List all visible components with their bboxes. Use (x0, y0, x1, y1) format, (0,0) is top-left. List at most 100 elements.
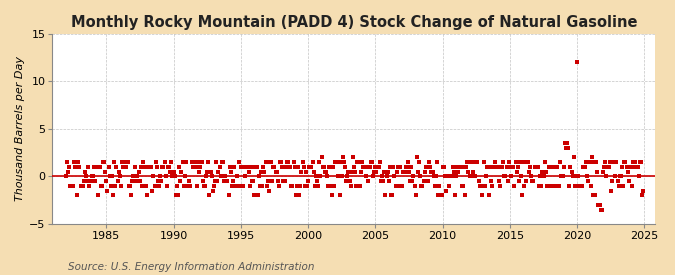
Point (157, 165, 168, 169)
Point (626, 184, 637, 188)
Point (547, 184, 558, 188)
Point (253, 174, 264, 178)
Point (593, 203, 604, 207)
Point (358, 165, 369, 169)
Point (130, 165, 141, 169)
Point (290, 165, 300, 169)
Point (382, 169, 393, 174)
Point (404, 169, 414, 174)
Point (324, 165, 335, 169)
Point (276, 160, 287, 164)
Point (560, 146, 571, 150)
Point (354, 184, 365, 188)
Point (458, 165, 469, 169)
Point (66, 184, 77, 188)
Point (492, 165, 503, 169)
Point (101, 179, 111, 183)
Point (612, 179, 623, 183)
Point (100, 169, 111, 174)
Point (217, 160, 228, 164)
Point (390, 184, 401, 188)
Point (71, 165, 82, 169)
Point (438, 165, 449, 169)
Point (427, 169, 438, 174)
Point (458, 184, 468, 188)
Point (341, 179, 352, 183)
Point (360, 165, 371, 169)
Point (485, 165, 495, 169)
Point (417, 184, 428, 188)
Point (501, 165, 512, 169)
Point (305, 165, 316, 169)
Point (495, 165, 506, 169)
Point (448, 169, 459, 174)
Point (299, 184, 310, 188)
Point (412, 169, 423, 174)
Point (317, 165, 328, 169)
Point (452, 165, 462, 169)
Point (477, 193, 487, 197)
Point (131, 174, 142, 178)
Point (114, 174, 125, 178)
Point (340, 165, 350, 169)
Point (124, 184, 134, 188)
Point (256, 184, 267, 188)
Point (378, 179, 389, 183)
Point (446, 174, 457, 178)
Point (545, 165, 556, 169)
Point (316, 155, 327, 160)
Point (86, 174, 97, 178)
Point (196, 160, 207, 164)
Point (266, 160, 277, 164)
Point (541, 169, 551, 174)
Point (117, 160, 128, 164)
Point (601, 174, 612, 178)
Point (356, 160, 367, 164)
Point (166, 160, 177, 164)
Point (570, 184, 580, 188)
Point (531, 165, 542, 169)
Point (151, 160, 161, 164)
Point (453, 169, 464, 174)
Point (267, 179, 277, 183)
Point (353, 160, 364, 164)
Point (381, 174, 392, 178)
Point (396, 184, 406, 188)
Point (511, 169, 522, 174)
Point (349, 165, 360, 169)
Point (78, 184, 88, 188)
Point (111, 165, 122, 169)
Point (271, 169, 282, 174)
Point (298, 165, 309, 169)
Point (182, 184, 192, 188)
Point (533, 165, 543, 169)
Point (479, 160, 489, 164)
Point (121, 165, 132, 169)
Point (608, 160, 618, 164)
Point (584, 160, 595, 164)
Point (78, 179, 89, 183)
Point (632, 165, 643, 169)
Point (443, 174, 454, 178)
Point (365, 160, 376, 164)
Point (614, 174, 625, 178)
Point (556, 174, 567, 178)
Point (161, 174, 171, 178)
Point (622, 169, 633, 174)
Point (243, 169, 254, 174)
Point (297, 160, 308, 164)
Point (573, 174, 584, 178)
Point (224, 165, 235, 169)
Point (142, 165, 153, 169)
Point (304, 165, 315, 169)
Point (570, 174, 581, 178)
Point (504, 160, 514, 164)
Point (600, 160, 611, 164)
Point (221, 179, 232, 183)
Point (576, 184, 587, 188)
Point (638, 188, 649, 193)
Point (217, 160, 227, 164)
Point (147, 188, 158, 193)
Point (236, 165, 247, 169)
Point (389, 174, 400, 178)
